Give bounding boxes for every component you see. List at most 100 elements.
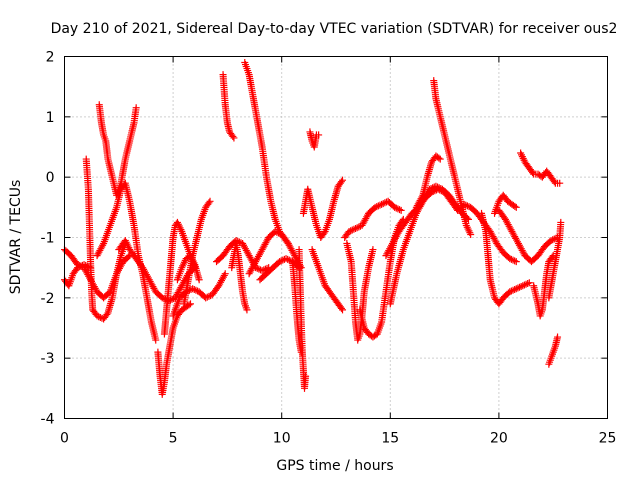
data-point bbox=[348, 226, 356, 234]
series-arc-30 bbox=[456, 200, 520, 266]
series-arc-29 bbox=[430, 77, 475, 238]
series-arc-04 bbox=[95, 101, 140, 199]
data-point bbox=[394, 205, 402, 213]
data-point bbox=[195, 276, 203, 284]
data-point bbox=[229, 132, 237, 140]
data-point bbox=[243, 306, 251, 314]
data-point bbox=[396, 206, 404, 214]
data-point bbox=[512, 203, 520, 211]
data-point bbox=[397, 206, 405, 214]
data-point bbox=[520, 281, 528, 289]
data-point bbox=[271, 227, 279, 235]
data-point bbox=[95, 313, 103, 321]
data-point bbox=[93, 312, 101, 320]
data-point bbox=[165, 297, 173, 305]
data-point bbox=[460, 200, 468, 208]
data-point bbox=[277, 257, 285, 265]
data-point bbox=[434, 185, 442, 193]
data-point bbox=[260, 266, 268, 274]
x-axis-label: GPS time / hours bbox=[276, 458, 393, 474]
data-point bbox=[190, 286, 198, 294]
data-point bbox=[189, 285, 197, 293]
data-point bbox=[550, 178, 558, 186]
data-point bbox=[556, 179, 564, 187]
data-point bbox=[355, 223, 363, 231]
data-point bbox=[511, 286, 519, 294]
x-tick-label: 10 bbox=[273, 431, 291, 447]
data-point bbox=[337, 304, 345, 312]
data-point bbox=[230, 134, 238, 142]
data-point bbox=[467, 230, 475, 238]
x-tick-label: 0 bbox=[60, 431, 69, 447]
x-tick-label: 20 bbox=[490, 431, 508, 447]
data-point bbox=[353, 224, 361, 232]
data-point bbox=[99, 241, 107, 249]
data-point bbox=[205, 199, 213, 207]
series-arc-23 bbox=[341, 197, 405, 241]
data-point bbox=[554, 333, 562, 341]
series-arc-24 bbox=[343, 240, 377, 344]
data-point bbox=[374, 202, 382, 210]
data-point bbox=[391, 203, 399, 211]
data-point bbox=[431, 187, 439, 195]
series-arc-37 bbox=[545, 333, 562, 368]
series-arc-14 bbox=[228, 240, 251, 314]
data-point bbox=[221, 270, 229, 278]
series-arc-31 bbox=[478, 209, 533, 308]
data-point bbox=[337, 178, 345, 186]
data-point bbox=[418, 193, 426, 201]
series-arc-21 bbox=[299, 176, 347, 241]
series-arc-11 bbox=[173, 252, 203, 284]
y-tick-label: 1 bbox=[46, 110, 55, 126]
data-point bbox=[345, 227, 353, 235]
data-points bbox=[61, 59, 565, 398]
data-point bbox=[509, 256, 517, 264]
data-point bbox=[132, 104, 140, 112]
data-point bbox=[512, 258, 520, 266]
series-arc-36 bbox=[545, 218, 565, 302]
data-point bbox=[320, 229, 328, 237]
data-point bbox=[186, 300, 194, 308]
y-tick-label: -2 bbox=[41, 291, 55, 307]
data-point bbox=[435, 154, 443, 162]
data-point bbox=[279, 256, 287, 264]
data-point bbox=[315, 131, 323, 139]
data-point bbox=[373, 203, 381, 211]
data-point bbox=[205, 292, 213, 300]
plot-frame bbox=[64, 56, 608, 419]
data-point bbox=[379, 200, 387, 208]
data-point bbox=[347, 227, 355, 235]
data-point bbox=[549, 236, 557, 244]
data-point bbox=[519, 282, 527, 290]
data-point bbox=[378, 200, 386, 208]
data-point bbox=[462, 201, 470, 209]
series-arc-15 bbox=[241, 59, 292, 248]
series-arc-12 bbox=[219, 71, 238, 142]
data-point bbox=[463, 202, 471, 210]
data-point bbox=[282, 255, 290, 263]
series-arc-28 bbox=[412, 152, 444, 211]
data-point bbox=[507, 255, 515, 263]
data-point bbox=[529, 169, 537, 177]
data-point bbox=[525, 279, 533, 287]
data-point bbox=[547, 237, 555, 245]
data-point bbox=[77, 262, 85, 270]
data-point bbox=[185, 301, 193, 309]
grid bbox=[64, 56, 608, 419]
data-point bbox=[369, 246, 377, 254]
x-tick-label: 15 bbox=[381, 431, 399, 447]
data-point bbox=[352, 224, 360, 232]
data-point bbox=[339, 176, 347, 184]
y-tick-label: 2 bbox=[46, 50, 55, 66]
axis-ticks: 0 5 10 15 20 25 -4 -3 -2 -1 0 1 2 bbox=[41, 50, 617, 447]
data-point bbox=[371, 203, 379, 211]
data-point bbox=[235, 238, 243, 246]
data-point bbox=[284, 255, 292, 263]
data-point bbox=[428, 188, 436, 196]
data-point bbox=[506, 255, 514, 263]
data-point bbox=[509, 286, 517, 294]
data-point bbox=[339, 306, 347, 314]
x-tick-label: 25 bbox=[599, 431, 617, 447]
data-point bbox=[285, 256, 293, 264]
